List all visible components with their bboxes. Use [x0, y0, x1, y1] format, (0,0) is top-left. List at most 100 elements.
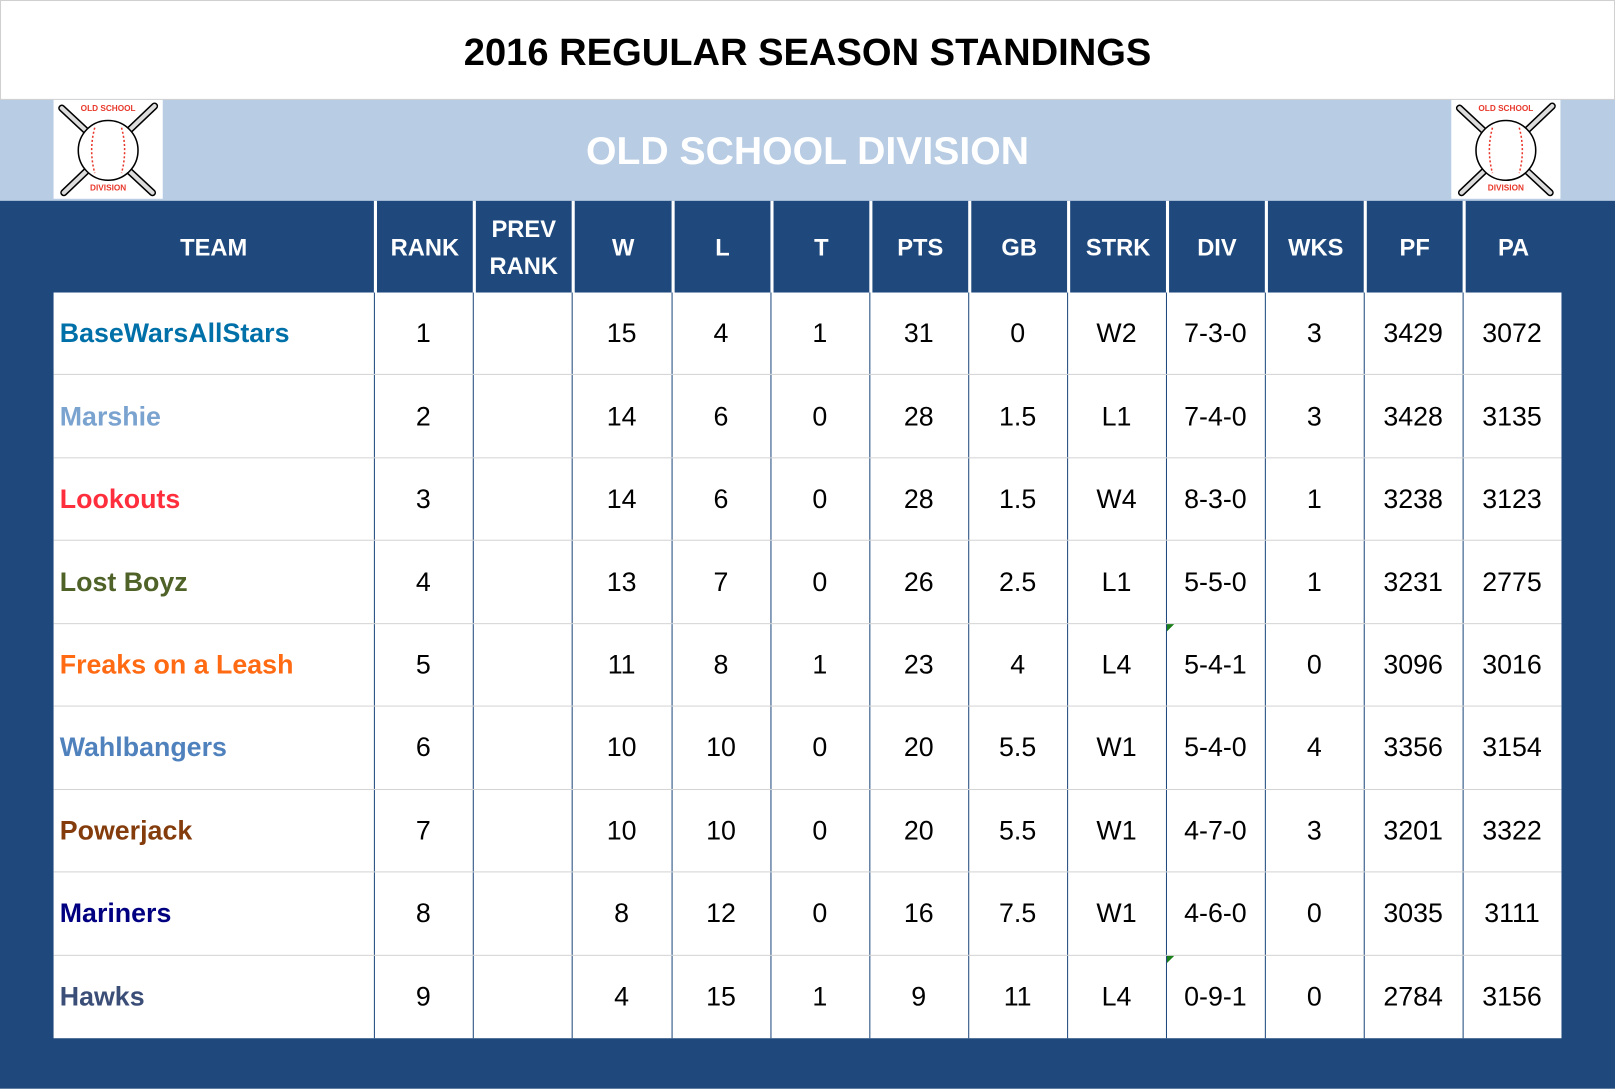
cell-rank: 5 — [415, 648, 431, 680]
table-header: TEAM RANK PREV RANK W L T PTS GB STRK DI… — [54, 200, 1562, 293]
svg-text:DIVISION: DIVISION — [1488, 184, 1524, 193]
cell-strk: W1 — [1096, 814, 1137, 846]
cell-pf: 3231 — [1383, 566, 1443, 597]
cell-prev-rank — [473, 707, 572, 789]
cell-prev-rank — [473, 873, 572, 955]
cell-strk: W1 — [1096, 897, 1137, 929]
column-header-w[interactable]: W — [571, 200, 672, 293]
crossed-bats-baseball-icon: OLD SCHOOL DIVISION — [1455, 102, 1556, 197]
cell-w: 15 — [606, 317, 637, 349]
team-name: Freaks on a Leash — [59, 648, 294, 680]
cell-div: 0-9-1 — [1184, 980, 1247, 1012]
cell-rank: 1 — [415, 317, 431, 349]
cell-rank: 9 — [415, 980, 431, 1012]
cell-strk: W2 — [1096, 317, 1137, 349]
cell-rank: 8 — [415, 897, 431, 929]
cell-t: 1 — [812, 317, 828, 349]
table-row[interactable]: Wahlbangers 6 10 10 0 20 5.5 W1 5-4-0 4 3356 3154 — [53, 707, 1562, 790]
title-bar: 2016 REGULAR SEASON STANDINGS — [0, 0, 1615, 100]
column-header-pf[interactable]: PF — [1363, 200, 1463, 293]
column-header-pa[interactable]: PA — [1462, 200, 1562, 293]
cell-pts: 9 — [911, 980, 927, 1012]
cell-pts: 28 — [903, 483, 934, 515]
table-row[interactable]: Lost Boyz 4 13 7 0 26 2.5 L1 5-5-0 1 3231 2775 — [53, 541, 1562, 624]
cell-div: 7-4-0 — [1184, 400, 1247, 432]
team-name: Lost Boyz — [59, 566, 188, 597]
column-header-rank[interactable]: RANK — [373, 200, 473, 293]
cell-wks: 0 — [1306, 980, 1322, 1012]
column-header-t[interactable]: T — [770, 200, 869, 293]
cell-l: 10 — [706, 731, 736, 763]
table-row[interactable]: BaseWarsAllStars 1 15 4 1 31 0 W2 7-3-0 3 3429 3072 — [53, 293, 1562, 376]
cell-gb: 5.5 — [999, 731, 1037, 763]
table-row[interactable]: Powerjack 7 10 10 0 20 5.5 W1 4-7-0 3 3201 3322 — [53, 790, 1562, 873]
cell-pa: 2775 — [1482, 566, 1542, 597]
column-divider — [373, 292, 375, 1039]
cell-pa: 3154 — [1482, 731, 1542, 763]
column-divider — [869, 292, 871, 1039]
cell-pa: 3072 — [1482, 317, 1542, 349]
cell-div: 5-4-1 — [1184, 648, 1247, 680]
column-header-gb[interactable]: GB — [968, 200, 1067, 293]
cell-pa: 3123 — [1482, 483, 1542, 515]
cell-comment-indicator-icon — [1166, 623, 1175, 632]
cell-wks: 1 — [1306, 566, 1322, 597]
table-row[interactable]: Lookouts 3 14 6 0 28 1.5 W4 8-3-0 1 3238 3123 — [53, 458, 1562, 542]
cell-l: 15 — [706, 980, 736, 1012]
cell-pa: 3135 — [1482, 400, 1542, 432]
standings-table-body: BaseWarsAllStars 1 15 4 1 31 0 W2 7-3-0 3 3429 3072… — [53, 292, 1562, 1039]
cell-t: 0 — [812, 483, 828, 515]
division-title: OLD SCHOOL DIVISION — [586, 129, 1029, 174]
cell-wks: 3 — [1306, 814, 1322, 846]
cell-pts: 20 — [903, 731, 934, 763]
table-row[interactable]: Hawks 9 4 15 1 9 11 L4 0-9-1 0 2784 3156 — [54, 955, 1562, 1038]
cell-pa: 3111 — [1484, 897, 1540, 929]
column-divider — [671, 292, 673, 1039]
table-row[interactable]: Freaks on a Leash 5 11 8 1 23 4 L4 5-4-1 0 3096 301… — [53, 623, 1562, 707]
cell-strk: L4 — [1101, 980, 1132, 1012]
cell-prev-rank — [473, 955, 572, 1038]
cell-rank: 2 — [415, 400, 431, 432]
column-divider — [968, 292, 970, 1039]
column-header-team[interactable]: TEAM — [180, 233, 248, 261]
column-header-div[interactable]: DIV — [1165, 200, 1265, 293]
cell-wks: 3 — [1306, 317, 1322, 349]
cell-div: 8-3-0 — [1184, 483, 1247, 515]
cell-comment-indicator-icon — [1166, 955, 1175, 963]
column-header-pts[interactable]: PTS — [869, 200, 968, 293]
column-header-strk[interactable]: STRK — [1067, 200, 1166, 293]
cell-wks: 1 — [1306, 483, 1322, 515]
cell-l: 10 — [706, 814, 736, 846]
cell-strk: L4 — [1101, 648, 1132, 680]
column-header-l[interactable]: L — [671, 200, 771, 293]
team-name: Marshie — [59, 400, 161, 432]
cell-t: 0 — [812, 400, 828, 432]
table-row[interactable]: Marshie 2 14 6 0 28 1.5 L1 7-4-0 3 3428 3135 — [53, 375, 1562, 459]
cell-l: 8 — [713, 648, 729, 680]
cell-l: 4 — [713, 317, 729, 349]
cell-pf: 3201 — [1383, 814, 1443, 846]
cell-pts: 28 — [903, 400, 934, 432]
cell-prev-rank — [473, 624, 572, 706]
cell-prev-rank — [473, 458, 572, 540]
column-header-wks[interactable]: WKS — [1264, 200, 1364, 293]
cell-rank: 3 — [415, 483, 431, 515]
cell-pts: 26 — [903, 566, 934, 597]
column-header-prev-rank[interactable]: PREV RANK — [472, 200, 572, 293]
cell-w: 11 — [607, 648, 636, 680]
svg-text:OLD SCHOOL: OLD SCHOOL — [81, 104, 136, 113]
column-divider — [472, 292, 474, 1039]
cell-t: 0 — [812, 566, 828, 597]
cell-pf: 2784 — [1383, 980, 1443, 1012]
table-row[interactable]: Mariners 8 8 12 0 16 7.5 W1 4-6-0 0 3035 3111 — [53, 873, 1562, 956]
cell-w: 4 — [614, 980, 630, 1012]
column-divider — [1462, 292, 1464, 1039]
team-name: Powerjack — [59, 814, 193, 846]
cell-div: 5-4-0 — [1184, 731, 1247, 763]
cell-prev-rank — [473, 375, 572, 457]
column-divider — [1165, 292, 1167, 1039]
cell-strk: L1 — [1101, 566, 1132, 597]
cell-pf: 3035 — [1383, 897, 1443, 929]
cell-t: 0 — [812, 814, 828, 846]
